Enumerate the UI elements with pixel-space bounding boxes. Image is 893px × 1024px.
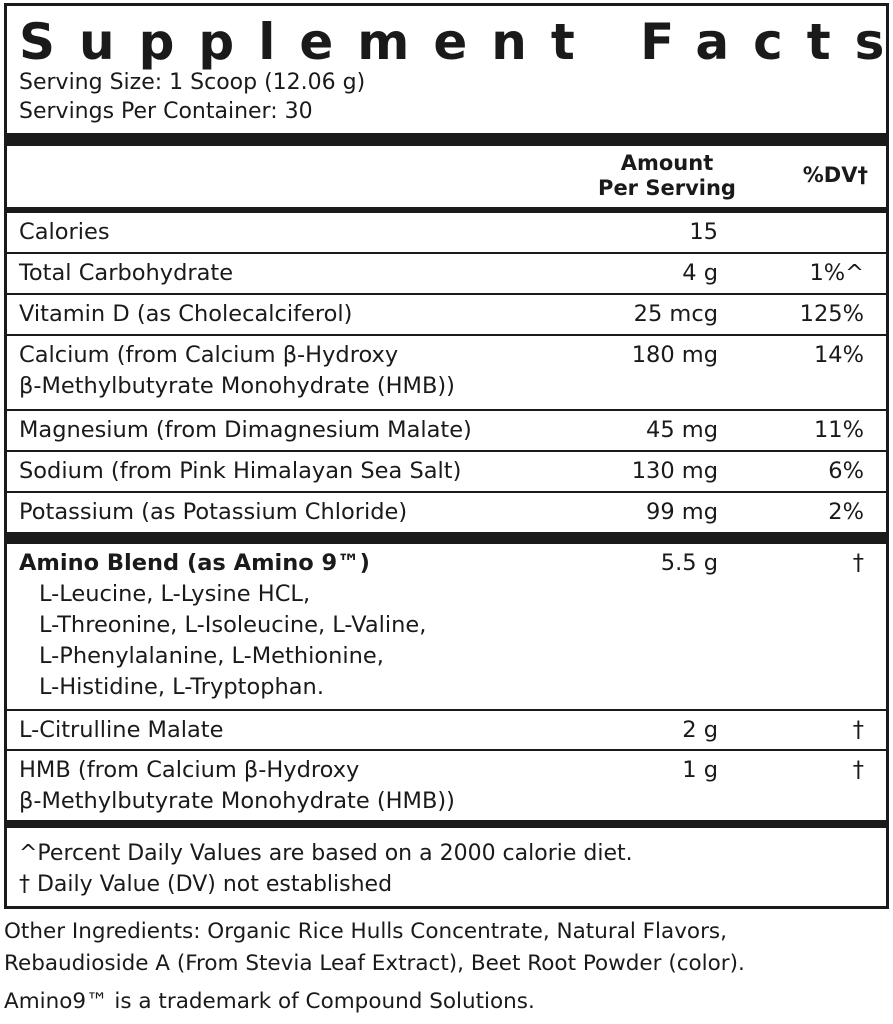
nutrient-name-line1: Calcium (from Calcium β-Hydroxy bbox=[19, 342, 399, 368]
divider-thick bbox=[7, 133, 886, 146]
panel-title: Supplement Facts bbox=[19, 13, 893, 71]
blend-row: Amino Blend (as Amino 9™) L-Leucine, L-L… bbox=[7, 544, 886, 709]
servings-per-container: Servings Per Container: 30 bbox=[19, 99, 313, 124]
row-divider bbox=[7, 491, 886, 493]
blend-ingredient-line: L-Leucine, L-Lysine HCL, bbox=[39, 581, 311, 607]
ingredient-name: L-Citrulline Malate bbox=[19, 717, 224, 743]
ingredient-row: HMB (from Calcium β-Hydroxy β-Methylbutyr… bbox=[7, 751, 886, 821]
nutrient-row: Calcium (from Calcium β-Hydroxy β-Methylb… bbox=[7, 336, 886, 410]
nutrient-dv: 1%^ bbox=[809, 260, 864, 286]
footnote-percent-dv: ^Percent Daily Values are based on a 200… bbox=[19, 841, 633, 866]
nutrient-amount: 180 mg bbox=[631, 342, 718, 368]
nutrient-name: Potassium (as Potassium Chloride) bbox=[19, 499, 408, 525]
row-divider bbox=[7, 709, 886, 711]
ingredient-name-line1: HMB (from Calcium β-Hydroxy bbox=[19, 757, 360, 783]
nutrient-amount: 4 g bbox=[682, 260, 718, 286]
nutrient-dv: 125% bbox=[799, 301, 864, 327]
nutrient-row: Vitamin D (as Cholecalciferol) 25 mcg 12… bbox=[7, 295, 886, 336]
nutrient-name: Magnesium (from Dimagnesium Malate) bbox=[19, 417, 472, 443]
nutrient-name: Vitamin D (as Cholecalciferol) bbox=[19, 301, 353, 327]
nutrient-dv: 6% bbox=[828, 458, 864, 484]
ingredient-name-line2: β-Methylbutyrate Monohydrate (HMB)) bbox=[19, 788, 455, 814]
ingredient-name: HMB (from Calcium β-Hydroxy β-Methylbutyr… bbox=[19, 755, 455, 817]
divider-medium bbox=[7, 207, 886, 213]
blend-title: Amino Blend (as Amino 9™) bbox=[19, 550, 370, 576]
nutrient-amount: 15 bbox=[689, 219, 718, 245]
other-ingredients-line1: Other Ingredients: Organic Rice Hulls Co… bbox=[4, 919, 727, 944]
row-divider bbox=[7, 450, 886, 452]
nutrient-amount: 99 mg bbox=[646, 499, 718, 525]
row-divider bbox=[7, 334, 886, 336]
blend-ingredient-line: L-Phenylalanine, L-Methionine, bbox=[39, 643, 384, 669]
ingredient-row: L-Citrulline Malate 2 g † bbox=[7, 711, 886, 751]
nutrient-dv: 11% bbox=[813, 417, 864, 443]
ingredient-dv: † bbox=[852, 717, 864, 743]
nutrient-dv: 2% bbox=[828, 499, 864, 525]
amount-header-line2: Per Serving bbox=[598, 176, 736, 200]
nutrient-name: Total Carbohydrate bbox=[19, 260, 234, 286]
row-divider bbox=[7, 409, 886, 411]
row-divider bbox=[7, 252, 886, 254]
ingredient-amount: 1 g bbox=[682, 757, 718, 783]
divider-thick bbox=[7, 820, 886, 828]
blend-dv: † bbox=[852, 550, 864, 576]
ingredient-amount: 2 g bbox=[682, 717, 718, 743]
footnote-dv-not-established: † Daily Value (DV) not established bbox=[19, 872, 393, 897]
blend-amount: 5.5 g bbox=[660, 550, 718, 576]
nutrient-row: Total Carbohydrate 4 g 1%^ bbox=[7, 254, 886, 295]
trademark-note: Amino9™ is a trademark of Compound Solut… bbox=[4, 989, 535, 1014]
ingredient-dv: † bbox=[852, 757, 864, 783]
nutrient-amount: 45 mg bbox=[646, 417, 718, 443]
amount-header: Amount Per Serving bbox=[592, 151, 742, 201]
serving-size: Serving Size: 1 Scoop (12.06 g) bbox=[19, 70, 366, 95]
supplement-facts-panel: Supplement Facts Serving Size: 1 Scoop (… bbox=[4, 3, 889, 909]
nutrient-amount: 130 mg bbox=[631, 458, 718, 484]
dv-header: %DV† bbox=[802, 163, 868, 187]
nutrient-name: Sodium (from Pink Himalayan Sea Salt) bbox=[19, 458, 462, 484]
blend-ingredient-line: L-Threonine, L-Isoleucine, L-Valine, bbox=[39, 612, 427, 638]
divider-thick bbox=[7, 532, 886, 544]
nutrient-dv: 14% bbox=[813, 342, 864, 368]
blend-name: Amino Blend (as Amino 9™) L-Leucine, L-L… bbox=[19, 548, 426, 703]
nutrient-row: Magnesium (from Dimagnesium Malate) 45 m… bbox=[7, 411, 886, 452]
nutrient-amount: 25 mcg bbox=[633, 301, 718, 327]
row-divider bbox=[7, 749, 886, 751]
nutrient-row: Sodium (from Pink Himalayan Sea Salt) 13… bbox=[7, 452, 886, 493]
nutrient-name: Calories bbox=[19, 219, 110, 245]
nutrient-name: Calcium (from Calcium β-Hydroxy β-Methylb… bbox=[19, 340, 455, 402]
nutrient-name-line2: β-Methylbutyrate Monohydrate (HMB)) bbox=[19, 373, 455, 399]
other-ingredients-line2: Rebaudioside A (From Stevia Leaf Extract… bbox=[4, 951, 745, 976]
row-divider bbox=[7, 293, 886, 295]
nutrient-row: Calories 15 bbox=[7, 213, 886, 253]
amount-header-line1: Amount bbox=[620, 151, 714, 175]
blend-ingredient-line: L-Histidine, L-Tryptophan. bbox=[39, 674, 324, 700]
nutrient-row: Potassium (as Potassium Chloride) 99 mg … bbox=[7, 493, 886, 533]
